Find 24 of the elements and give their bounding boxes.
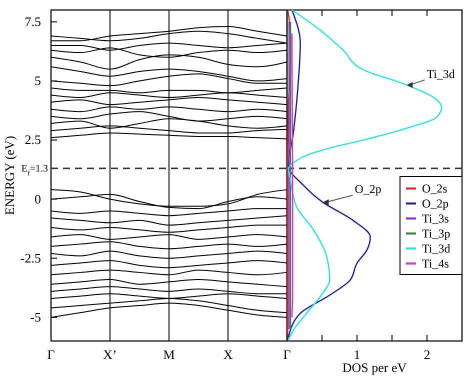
x-tick-label: 1 — [354, 347, 360, 362]
ref-line-label: E$_{f}$=1.3 — [21, 163, 48, 178]
legend-label: Ti_3p — [422, 226, 450, 240]
y-tick-label: -2.5 — [20, 250, 41, 266]
legend-label: O_2p — [422, 196, 449, 210]
x-tick-label: Γ — [283, 347, 292, 362]
x-tick-label: Γ — [47, 347, 56, 362]
legend-label: Ti_3d — [422, 242, 450, 256]
x-tick-label: X’ — [103, 347, 117, 362]
legend-label: Ti_3s — [422, 212, 450, 226]
annotation: O_2p — [354, 182, 382, 196]
y-tick-label: 2.5 — [24, 132, 41, 148]
x-axis-title: DOS per eV — [342, 360, 408, 375]
y-tick-label: 5 — [34, 73, 41, 88]
x-tick-label: M — [163, 347, 176, 362]
x-tick-label: X — [223, 347, 234, 362]
annotation: Ti_3d — [426, 66, 455, 81]
y-axis-title: ENERGY (eV) — [2, 136, 17, 216]
y-tick-label: -5 — [30, 310, 41, 325]
x-tick-label: 2 — [424, 347, 430, 362]
legend-label: O_2s — [422, 182, 448, 196]
legend-label: Ti_4s — [422, 256, 450, 270]
y-tick-label: 0 — [34, 191, 41, 206]
y-tick-label: 7.5 — [24, 14, 41, 29]
